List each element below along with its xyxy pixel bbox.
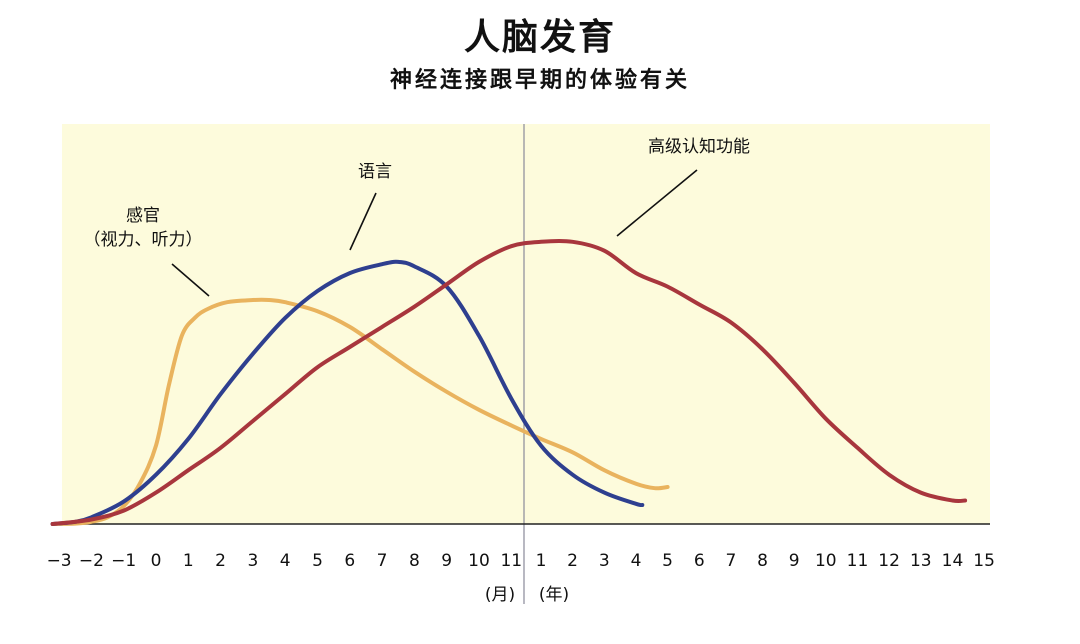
- x-tick-label: 12: [878, 551, 900, 571]
- chart-title: 人脑发育: [463, 17, 616, 58]
- x-tick-label: 7: [377, 551, 388, 571]
- language-label: 语言: [358, 162, 392, 182]
- x-tick-label: −1: [111, 551, 136, 571]
- x-tick-label: 6: [694, 551, 705, 571]
- x-tick-labels: −3 −2 −1 0 1 2 3 4 5 6 7 8 9 10 11 1 2 3 4 5 6 7 8 9 10 11 12 13 14 1…: [47, 551, 995, 571]
- cognition-label: 高级认知功能: [648, 137, 750, 157]
- series-curves: [50, 238, 968, 526]
- x-tick-label: 8: [409, 551, 420, 571]
- series-labels: 感官（视力、听力） 语言 高级认知功能: [84, 137, 751, 250]
- cognition-curve: [50, 238, 968, 526]
- x-tick-label: 11: [500, 551, 522, 571]
- x-tick-label: 0: [151, 551, 162, 571]
- leader-line: [171, 263, 210, 297]
- x-tick-label: 4: [631, 551, 642, 571]
- x-tick-label: 3: [247, 551, 258, 571]
- leader-line: [349, 192, 377, 251]
- plot-background: [62, 124, 990, 524]
- language-curve: [50, 259, 645, 526]
- x-tick-label: −3: [47, 551, 72, 571]
- x-tick-label: 1: [536, 551, 547, 571]
- x-tick-label: 7: [725, 551, 736, 571]
- x-tick-label: 9: [441, 551, 452, 571]
- x-tick-label: 15: [973, 551, 995, 571]
- label-leaders: [171, 169, 698, 297]
- x-tick-label: 2: [567, 551, 578, 571]
- leader-line: [616, 169, 698, 237]
- x-tick-label: 11: [847, 551, 869, 571]
- x-tick-label: 5: [662, 551, 673, 571]
- x-tick-label: 10: [468, 551, 490, 571]
- x-tick-label: 14: [942, 551, 964, 571]
- x-tick-label: 4: [280, 551, 291, 571]
- x-tick-label: −2: [79, 551, 104, 571]
- x-tick-label: 6: [344, 551, 355, 571]
- unit-month-label: (月): [485, 585, 515, 605]
- x-tick-label: 1: [183, 551, 194, 571]
- sensory-label: 感官（视力、听力）: [84, 206, 203, 250]
- x-tick-label: 5: [312, 551, 323, 571]
- x-tick-label: 13: [910, 551, 932, 571]
- x-tick-label: 9: [789, 551, 800, 571]
- x-tick-label: 3: [599, 551, 610, 571]
- x-tick-label: 10: [815, 551, 837, 571]
- x-tick-label: 2: [215, 551, 226, 571]
- chart-subtitle: 神经连接跟早期的体验有关: [389, 68, 690, 93]
- x-tick-label: 8: [757, 551, 768, 571]
- unit-year-label: (年): [539, 585, 569, 605]
